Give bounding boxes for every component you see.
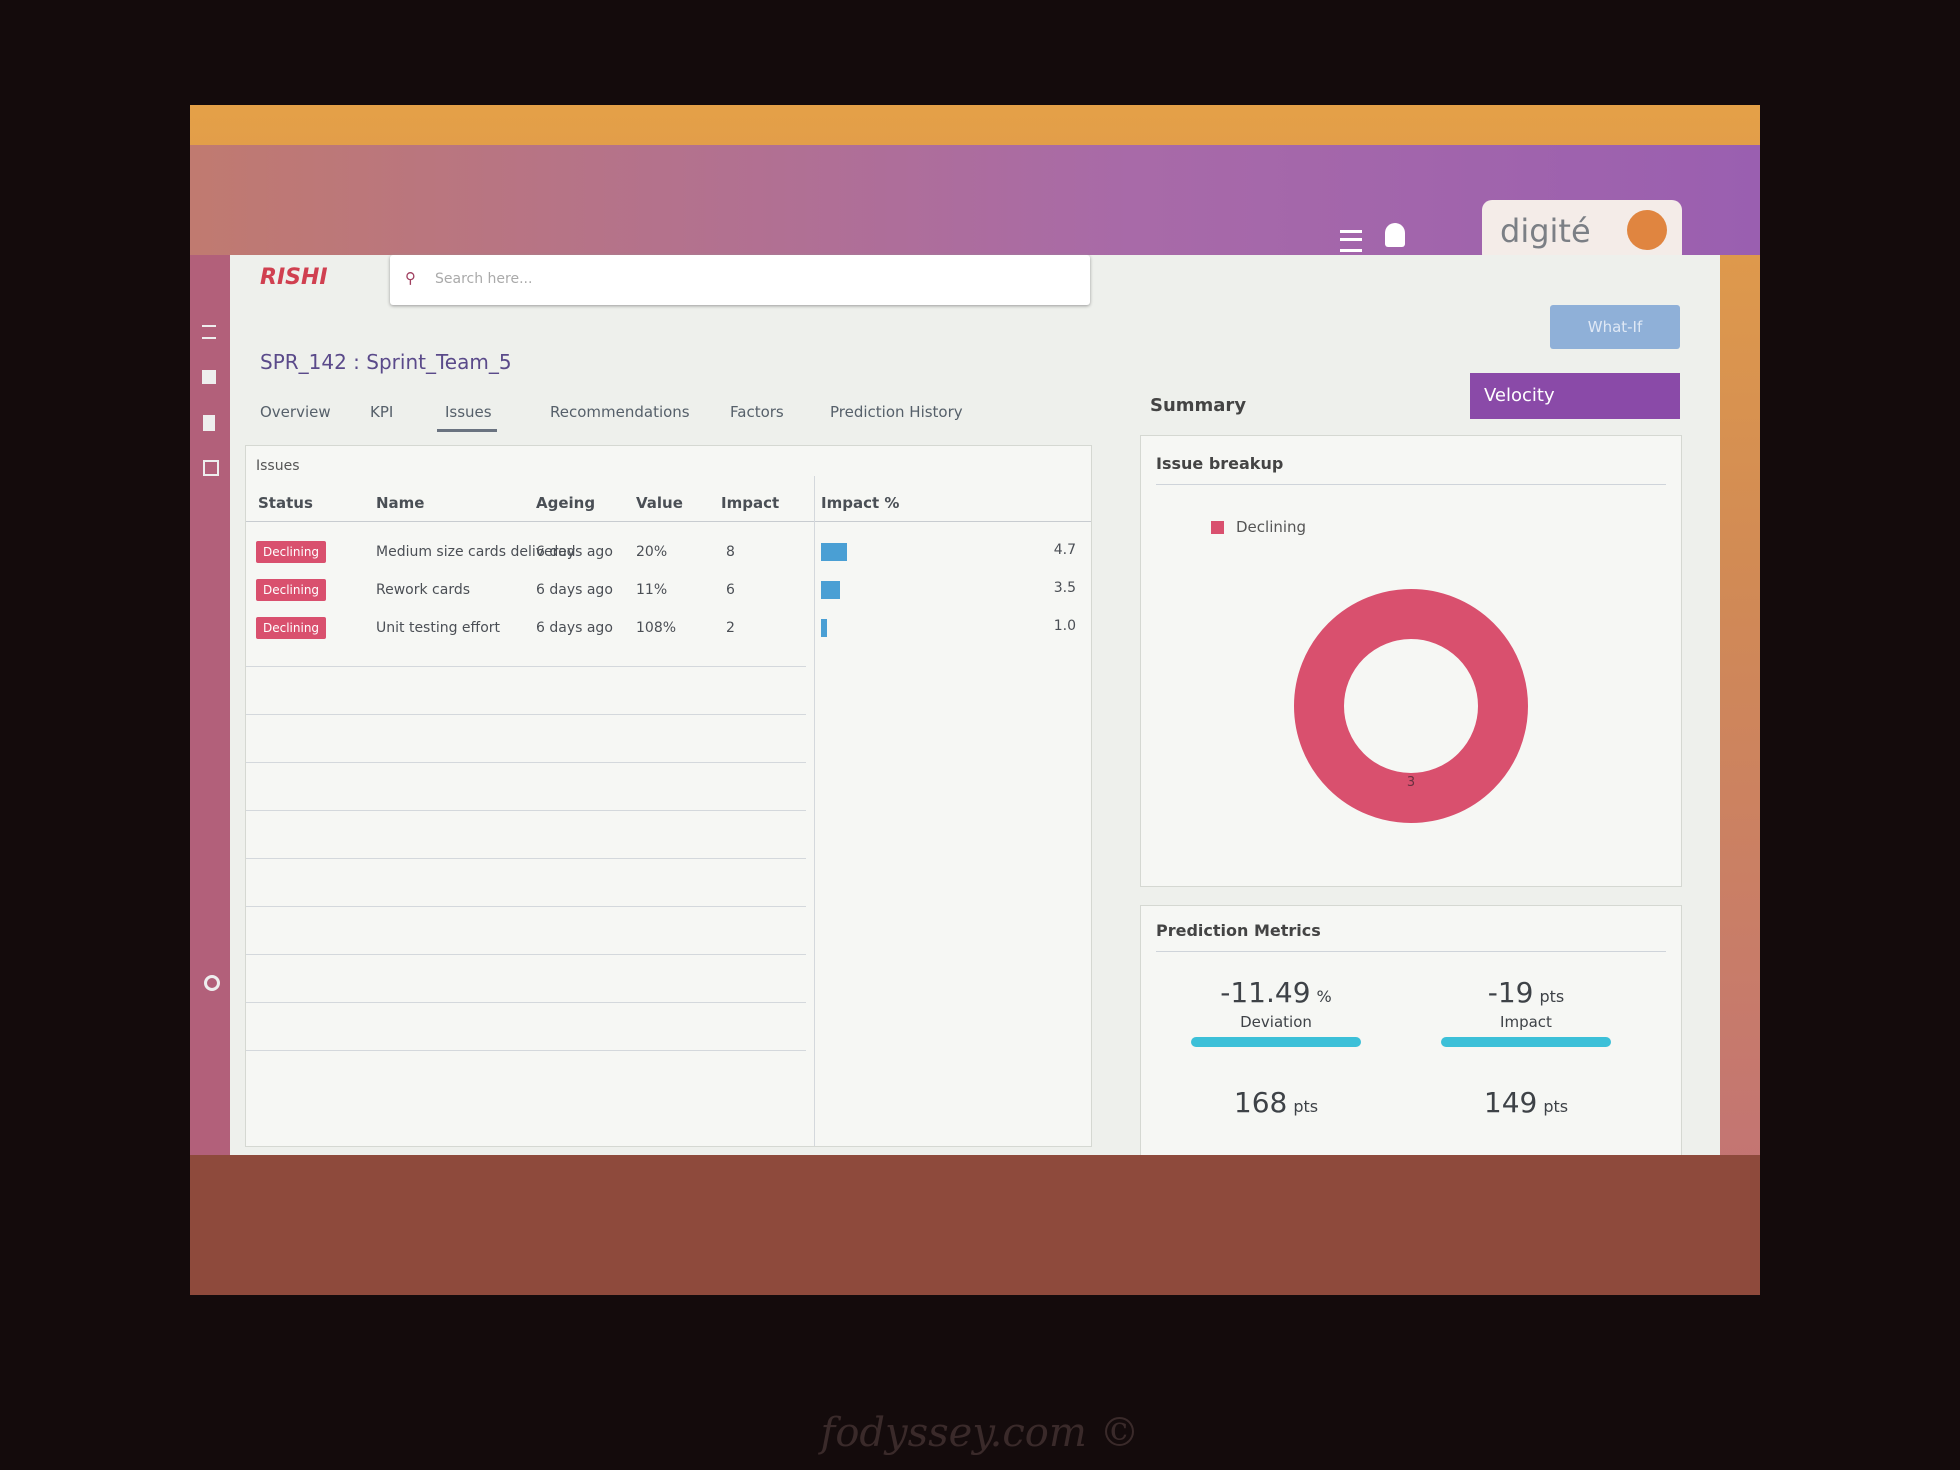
impact-pct: 3.5 [1053,580,1076,596]
metric-unit: pts [1539,987,1565,1006]
donut-label: 3 [1407,775,1415,790]
metric: 149 pts [1411,1086,1641,1119]
impact-bar [821,543,847,561]
row-divider [246,1050,806,1051]
column-header[interactable]: Name [376,494,425,512]
tab[interactable]: Prediction History [830,403,963,421]
brand-box: digité [1482,200,1682,264]
ageing: 6 days ago [536,582,613,598]
metric: 168 pts [1161,1086,1391,1119]
divider [1156,484,1666,485]
status-badge: Declining [256,541,327,563]
metric-value: 168 [1233,1086,1288,1119]
active-tab-indicator [437,429,497,432]
impact-bar [821,581,841,599]
tabs: Overview KPI Issues Recommendations Factors P… [260,403,1080,443]
issue-name[interactable]: Unit testing effort [376,620,501,636]
what-if-button[interactable]: What-If [1550,305,1680,349]
row-divider [246,906,806,907]
screen-bottom-bezel [190,1155,1760,1295]
menu-icon[interactable] [1340,230,1362,252]
legend-swatch [1211,521,1224,534]
tab[interactable]: Overview [260,403,331,421]
metric-progress [1441,1037,1611,1047]
nav-icon[interactable] [202,325,216,339]
column-header[interactable]: Impact [721,494,780,512]
metric-value: -11.49 [1220,976,1311,1009]
status-badge: Declining [256,617,327,639]
row-divider [246,666,806,667]
brand: digité [1500,212,1591,250]
metric-progress [1191,1037,1361,1047]
metric-value: 149 [1483,1086,1538,1119]
issue-breakup-title: Issue breakup [1156,454,1284,473]
impact-pct: 1.0 [1053,618,1076,634]
issues-panel: Issues Status Name Ageing Value Impact Impact… [245,445,1092,1147]
legend-label: Declining [1236,518,1307,536]
issue-name[interactable]: Medium size cards delivered [376,544,576,560]
metric-label: Deviation [1240,1013,1312,1031]
brand-mark [1627,210,1667,250]
metric: -11.49% Deviation [1161,976,1391,1047]
column-header[interactable]: Impact % [821,494,900,512]
search-placeholder: Search here... [435,271,533,287]
ageing: 6 days ago [536,620,613,636]
metric-unit: pts [1543,1097,1569,1116]
watermark: fodyssey.com © [820,1410,1140,1456]
column-divider [814,476,815,1146]
nav-icon[interactable] [203,415,215,431]
metric: -19 pts Impact [1411,976,1641,1047]
metric-select[interactable]: Velocity [1470,373,1680,419]
issue-breakup-card: Issue breakup Declining 3 [1140,435,1682,887]
settings-icon[interactable] [204,975,220,991]
nav-icon[interactable] [202,370,216,384]
metric-unit: pts [1293,1097,1319,1116]
value: 108% [636,620,677,636]
issue-name[interactable]: Rework cards [376,582,471,598]
column-header[interactable]: Value [636,494,683,512]
logo: RISHI [260,265,328,290]
tab[interactable]: Factors [730,403,784,421]
status-badge: Declining [256,579,327,601]
row-divider [246,762,806,763]
nav-icon[interactable] [203,460,219,476]
breadcrumb[interactable]: SPR_142 : Sprint_Team_5 [260,350,512,374]
row-divider [246,810,806,811]
donut-chart: 3 [1294,589,1528,823]
tab[interactable]: Issues [445,403,492,421]
issues-title: Issues [256,458,300,474]
column-header[interactable]: Status [258,494,313,512]
prediction-metrics-title: Prediction Metrics [1156,921,1321,940]
tab[interactable]: Recommendations [550,403,690,421]
value: 11% [636,582,668,598]
metric-unit: % [1316,987,1332,1006]
impact: 2 [726,620,735,636]
search-box[interactable]: ⚲ Search here... [390,255,1090,305]
prediction-metrics-card: Prediction Metrics -11.49% Deviation -19 pt… [1140,905,1682,1167]
notification-icon[interactable] [1385,223,1405,247]
row-divider [246,954,806,955]
tab[interactable]: KPI [370,403,394,421]
divider [1156,951,1666,952]
donut-segment [1294,589,1528,823]
impact-bar [821,619,827,637]
row-divider [246,858,806,859]
impact-pct: 4.7 [1053,542,1076,558]
sidebar [190,255,230,1155]
impact: 8 [726,544,735,560]
impact: 6 [726,582,735,598]
metric-label: Impact [1500,1013,1552,1031]
summary-title: Summary [1150,395,1247,416]
header-divider [246,521,1091,522]
search-icon: ⚲ [405,269,416,287]
column-header[interactable]: Ageing [536,494,596,512]
row-divider [246,714,806,715]
row-divider [246,1002,806,1003]
projected-screen: digité RISHI ⚲ Search here... What-If Ve… [190,105,1760,1295]
ageing: 6 days ago [536,544,613,560]
metric-value: -19 [1487,976,1534,1009]
value: 20% [636,544,668,560]
